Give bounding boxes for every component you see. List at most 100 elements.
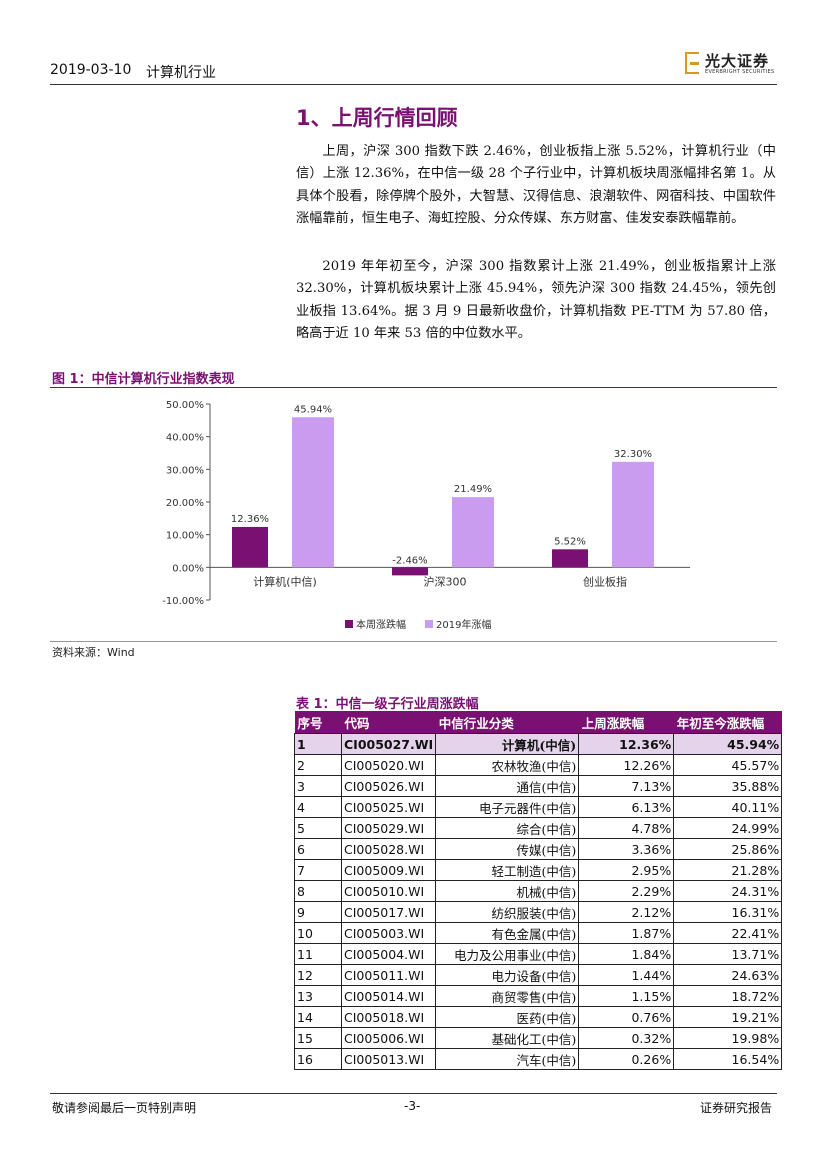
- cell-rank: 11: [294, 943, 342, 965]
- legend-label: 2019年涨幅: [436, 618, 491, 631]
- cell-ytd-change: 16.31%: [673, 901, 783, 923]
- cell-code: CI005009.WI: [340, 859, 437, 881]
- cell-rank: 2: [294, 754, 342, 776]
- cell-code: CI005026.WI: [340, 775, 437, 797]
- figure-bottom-rule: [50, 641, 777, 642]
- cell-industry: 计算机(中信): [435, 733, 580, 755]
- table-row: 9 CI005017.WI 纺织服装(中信) 2.12% 16.31%: [294, 901, 783, 923]
- cell-code: CI005006.WI: [340, 1027, 437, 1049]
- x-category-label: 沪深300: [424, 574, 467, 588]
- cell-ytd-change: 45.57%: [673, 754, 783, 776]
- table-row: 12 CI005011.WI 电力设备(中信) 1.44% 24.63%: [294, 964, 783, 986]
- table-row: 15 CI005006.WI 基础化工(中信) 0.32% 19.98%: [294, 1027, 783, 1049]
- cell-ytd-change: 21.28%: [673, 859, 783, 881]
- legend-label: 本周涨跌幅: [356, 618, 406, 631]
- cell-weekly-change: 1.44%: [578, 964, 675, 986]
- ytd-change-bar: [612, 461, 654, 568]
- cell-weekly-change: 0.26%: [578, 1048, 675, 1070]
- cell-industry: 基础化工(中信): [435, 1027, 580, 1049]
- cell-rank: 14: [294, 1006, 342, 1028]
- cell-industry: 有色金属(中信): [435, 922, 580, 944]
- cell-weekly-change: 1.87%: [578, 922, 675, 944]
- industry-name: 计算机行业: [146, 65, 216, 81]
- cell-rank: 15: [294, 1027, 342, 1049]
- cell-ytd-change: 24.31%: [673, 880, 783, 902]
- table-row: 8 CI005010.WI 机械(中信) 2.29% 24.31%: [294, 880, 783, 902]
- table-body: 1 CI005027.WI 计算机(中信) 12.36% 45.94% 2 CI005020…: [294, 733, 783, 1070]
- cell-weekly-change: 0.32%: [578, 1027, 675, 1049]
- col-header-code: 代码: [341, 711, 436, 734]
- table-row: 3 CI005026.WI 通信(中信) 7.13% 35.88%: [294, 775, 783, 797]
- col-header-ytd-change: 年初至今涨跌幅: [673, 711, 782, 734]
- cell-industry: 电力及公用事业(中信): [435, 943, 580, 965]
- cell-code: CI005010.WI: [340, 880, 437, 902]
- data-label: 45.94%: [294, 404, 332, 415]
- cell-weekly-change: 2.12%: [578, 901, 675, 923]
- cell-ytd-change: 40.11%: [673, 796, 783, 818]
- table-row: 13 CI005014.WI 商贸零售(中信) 1.15% 18.72%: [294, 985, 783, 1007]
- data-label: 21.49%: [454, 484, 492, 495]
- y-tick-label: 40.00%: [166, 433, 204, 444]
- footer-divider: [50, 1093, 777, 1094]
- logo-mark-icon: [685, 52, 699, 74]
- cell-rank: 12: [294, 964, 342, 986]
- industry-weekly-change-table: 序号 代码 中信行业分类 上周涨跌幅 年初至今涨跌幅 1 CI005027.WI 计…: [294, 711, 783, 1070]
- cell-industry: 通信(中信): [435, 775, 580, 797]
- table-row: 4 CI005025.WI 电子元器件(中信) 6.13% 40.11%: [294, 796, 783, 818]
- table-title: 表 1：中信一级子行业周涨跌幅: [296, 697, 479, 712]
- table-row: 11 CI005004.WI 电力及公用事业(中信) 1.84% 13.71%: [294, 943, 783, 965]
- cell-rank: 4: [294, 796, 342, 818]
- y-tick-label: 50.00%: [166, 400, 204, 411]
- cell-industry: 轻工制造(中信): [435, 859, 580, 881]
- logo-en-name: EVERBRIGHT SECURITIES: [705, 69, 775, 75]
- cell-code: CI005013.WI: [340, 1048, 437, 1070]
- page-number: -3-: [404, 1099, 421, 1113]
- cell-weekly-change: 2.95%: [578, 859, 675, 881]
- cell-ytd-change: 22.41%: [673, 922, 783, 944]
- paragraph-text: 2019 年年初至今，沪深 300 指数累计上涨 21.49%，创业板指累计上涨…: [296, 259, 776, 341]
- legend-swatch: [425, 620, 433, 628]
- weekly-change-bar: [392, 567, 428, 576]
- col-header-rank: 序号: [294, 711, 342, 734]
- legend-swatch: [345, 620, 353, 628]
- y-tick-label: 0.00%: [172, 563, 204, 574]
- cell-weekly-change: 1.15%: [578, 985, 675, 1007]
- y-tick-label: -10.00%: [162, 596, 204, 607]
- cell-ytd-change: 18.72%: [673, 985, 783, 1007]
- col-header-weekly-change: 上周涨跌幅: [578, 711, 674, 734]
- table-row: 16 CI005013.WI 汽车(中信) 0.26% 16.54%: [294, 1048, 783, 1070]
- cell-ytd-change: 13.71%: [673, 943, 783, 965]
- cell-rank: 10: [294, 922, 342, 944]
- data-label: 5.52%: [554, 536, 586, 547]
- footer-doc-type: 证券研究报告: [700, 1101, 773, 1115]
- data-label: 32.30%: [614, 449, 652, 460]
- cell-rank: 5: [294, 817, 342, 839]
- y-tick-label: 30.00%: [166, 465, 204, 476]
- company-logo: 光大证券 EVERBRIGHT SECURITIES: [685, 52, 780, 78]
- cell-weekly-change: 7.13%: [578, 775, 675, 797]
- cell-weekly-change: 0.76%: [578, 1006, 675, 1028]
- cell-industry: 纺织服装(中信): [435, 901, 580, 923]
- table-header-row: 序号 代码 中信行业分类 上周涨跌幅 年初至今涨跌幅: [294, 711, 782, 734]
- cell-code: CI005004.WI: [340, 943, 437, 965]
- header-divider: [50, 84, 777, 85]
- cell-weekly-change: 2.29%: [578, 880, 675, 902]
- logo-name: 光大证券: [705, 52, 770, 70]
- cell-industry: 商贸零售(中信): [435, 985, 580, 1007]
- ytd-change-bar: [292, 417, 334, 568]
- cell-industry: 电力设备(中信): [435, 964, 580, 986]
- table-row: 10 CI005003.WI 有色金属(中信) 1.87% 22.41%: [294, 922, 783, 944]
- table-row: 1 CI005027.WI 计算机(中信) 12.36% 45.94%: [294, 733, 783, 755]
- cell-rank: 8: [294, 880, 342, 902]
- figure-source: 资料来源：Wind: [52, 646, 135, 659]
- cell-rank: 3: [294, 775, 342, 797]
- cell-ytd-change: 19.98%: [673, 1027, 783, 1049]
- cell-code: CI005018.WI: [340, 1006, 437, 1028]
- cell-ytd-change: 45.94%: [673, 733, 783, 755]
- table-row: 6 CI005028.WI 传媒(中信) 3.36% 25.86%: [294, 838, 783, 860]
- cell-weekly-change: 12.26%: [578, 754, 675, 776]
- data-label: -2.46%: [392, 555, 427, 566]
- cell-weekly-change: 3.36%: [578, 838, 675, 860]
- index-performance-chart: -10.00% 0.00% 10.00% 20.00% 30.00% 40.00% 50.0…: [162, 400, 690, 631]
- cell-ytd-change: 24.63%: [673, 964, 783, 986]
